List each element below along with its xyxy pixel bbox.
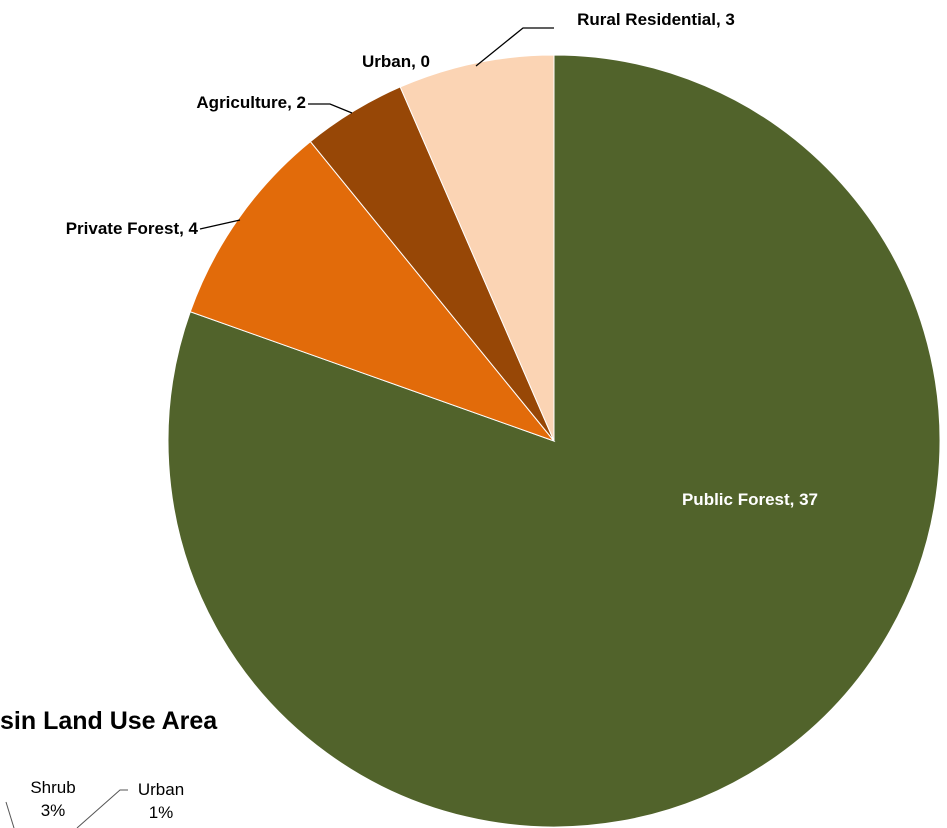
slice-private-forest xyxy=(189,140,556,443)
leader-agriculture xyxy=(308,103,353,114)
secondary-label-shrub: Shrub 3% xyxy=(23,776,83,822)
slice-label-private-forest: Private Forest, 4 xyxy=(66,219,199,238)
leader-private-forest xyxy=(199,219,241,230)
slice-label-rural-residential: Rural Residential, 3 xyxy=(577,10,735,29)
shrub-leader-line xyxy=(5,801,15,828)
slice-label-urban: Urban, 0 xyxy=(362,52,430,71)
secondary-label-shrub-pct: 3% xyxy=(40,801,66,820)
slice-label-agriculture: Agriculture, 2 xyxy=(196,93,306,112)
leader-lines xyxy=(199,27,554,230)
secondary-chart-title: sin Land Use Area xyxy=(0,707,218,735)
secondary-label-urban: Urban 1% xyxy=(126,778,196,824)
leader-rural-residential xyxy=(475,27,554,67)
slice-public-forest xyxy=(167,54,941,828)
urban-leader-line xyxy=(76,789,128,828)
pie-slices xyxy=(167,54,941,828)
slice-label-public-forest: Public Forest, 37 xyxy=(682,490,818,509)
secondary-label-shrub-name: Shrub xyxy=(30,778,76,797)
slice-rural-residential xyxy=(399,54,555,442)
secondary-label-urban-pct: 1% xyxy=(148,803,174,822)
secondary-label-urban-name: Urban xyxy=(137,780,185,799)
